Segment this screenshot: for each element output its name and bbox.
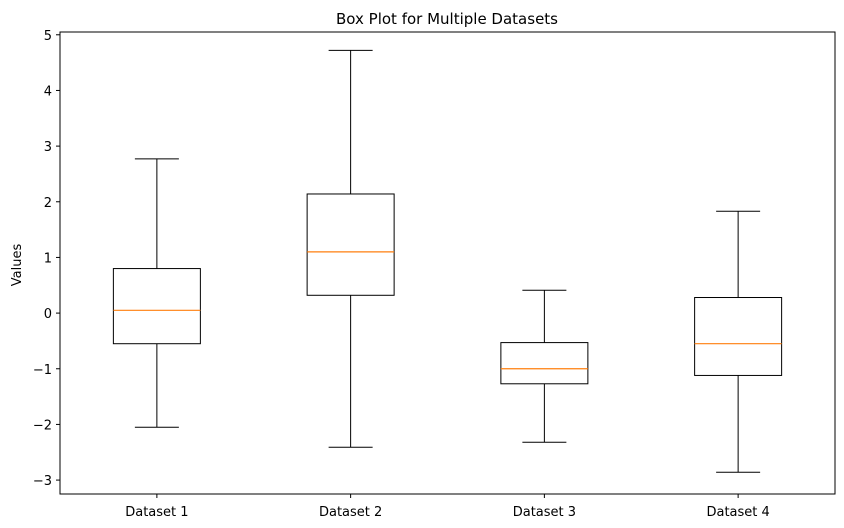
iqr-box (500, 342, 589, 385)
y-tick-label: 3 (44, 140, 52, 155)
x-tick-label: Dataset 4 (706, 505, 769, 520)
y-tick-label: −1 (33, 363, 52, 378)
iqr-box (112, 268, 201, 345)
iqr-box (306, 193, 395, 296)
x-tick-label: Dataset 3 (513, 505, 576, 520)
y-tick-label: −2 (33, 418, 52, 433)
plot-frame (59, 31, 836, 495)
plot-area: −3 −2 −1 0 1 2 3 4 5 Dataset 1 Dataset 2 Dataset 3 D… (33, 29, 783, 520)
iqr-box (694, 297, 783, 376)
y-axis-label: Values (10, 244, 25, 287)
y-tick-label: 2 (44, 196, 52, 211)
x-tick-label: Dataset 1 (125, 505, 188, 520)
chart-title: Box Plot for Multiple Datasets (336, 10, 558, 28)
y-tick-label: 5 (44, 29, 52, 44)
y-tick-label: −3 (33, 474, 52, 489)
x-tick-label: Dataset 2 (319, 505, 382, 520)
y-tick-label: 4 (44, 84, 52, 99)
y-tick-label: 0 (44, 307, 52, 322)
y-tick-label: 1 (44, 251, 52, 266)
